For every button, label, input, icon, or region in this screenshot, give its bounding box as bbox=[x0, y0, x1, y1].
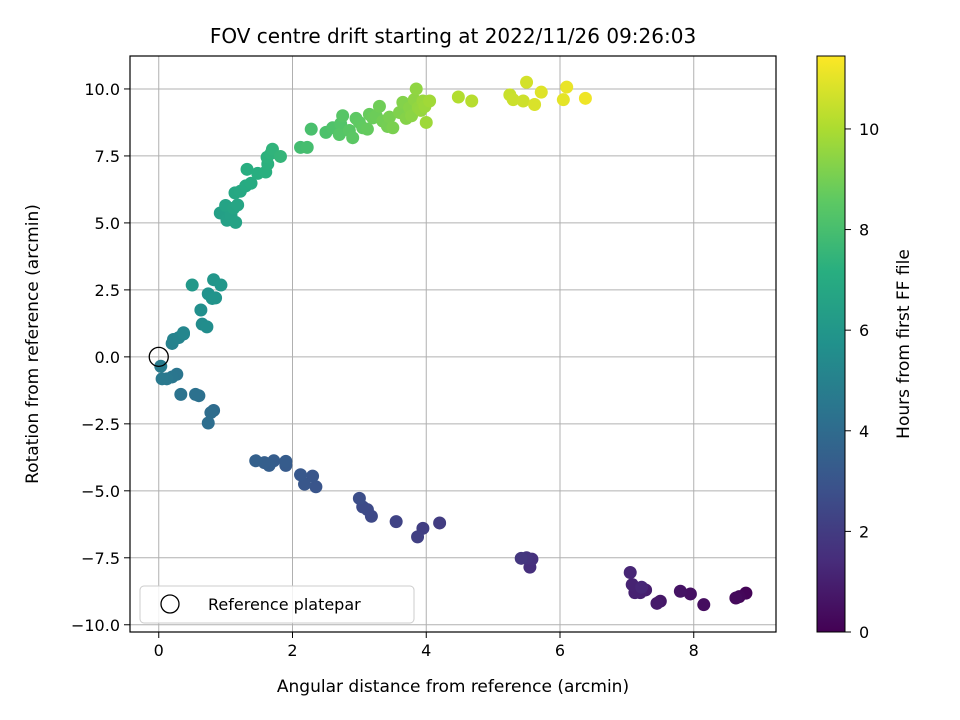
data-point bbox=[279, 454, 293, 468]
colorbar bbox=[816, 55, 846, 633]
colorbar-tick-label: 4 bbox=[859, 422, 869, 441]
data-point bbox=[372, 99, 386, 113]
data-point bbox=[423, 94, 437, 108]
data-point bbox=[560, 80, 574, 94]
y-axis-label: Rotation from reference (arcmin) bbox=[23, 204, 43, 484]
data-point bbox=[534, 85, 548, 99]
scatter-points bbox=[154, 75, 753, 612]
colorbar-tick-label: 6 bbox=[859, 321, 869, 340]
data-point bbox=[200, 320, 214, 334]
data-point bbox=[729, 591, 743, 605]
data-point bbox=[300, 140, 314, 154]
data-point bbox=[240, 162, 254, 176]
data-point bbox=[189, 387, 203, 401]
data-point bbox=[346, 131, 360, 145]
data-point bbox=[528, 97, 542, 111]
data-point bbox=[386, 121, 400, 135]
data-point bbox=[382, 110, 396, 124]
data-point bbox=[155, 372, 169, 386]
data-point bbox=[229, 215, 243, 229]
data-point bbox=[516, 94, 530, 108]
colorbar-tick-label: 8 bbox=[859, 221, 869, 240]
reference-platepar-marker bbox=[148, 346, 169, 368]
data-point bbox=[336, 109, 350, 123]
data-point bbox=[506, 93, 520, 107]
data-point bbox=[635, 580, 649, 594]
data-point bbox=[578, 91, 592, 105]
data-point bbox=[249, 454, 263, 468]
y-tick-label: 2.5 bbox=[95, 281, 120, 300]
colorbar-tick-label: 2 bbox=[859, 522, 869, 541]
data-point bbox=[176, 326, 190, 340]
data-point bbox=[174, 387, 188, 401]
data-point bbox=[673, 584, 687, 598]
data-point bbox=[465, 94, 479, 108]
colorbar-tick-label: 10 bbox=[859, 120, 879, 139]
data-point bbox=[185, 278, 199, 292]
data-point bbox=[194, 303, 208, 317]
data-point bbox=[451, 90, 465, 104]
y-tick-label: −7.5 bbox=[81, 549, 120, 568]
x-tick-label: 6 bbox=[555, 641, 565, 660]
data-point bbox=[209, 291, 223, 305]
data-point bbox=[683, 587, 697, 601]
data-point bbox=[514, 551, 528, 565]
data-point bbox=[650, 596, 664, 610]
y-tick-label: 7.5 bbox=[95, 147, 120, 166]
data-point bbox=[389, 515, 403, 529]
data-point bbox=[332, 127, 346, 141]
data-point bbox=[360, 122, 374, 136]
x-axis-label: Angular distance from reference (arcmin) bbox=[277, 677, 629, 697]
y-tick-label: 10.0 bbox=[84, 80, 120, 99]
data-point bbox=[231, 198, 245, 212]
y-tick-label: 0.0 bbox=[95, 348, 120, 367]
data-point bbox=[294, 468, 308, 482]
data-point bbox=[419, 115, 433, 129]
legend: Reference platepar bbox=[139, 585, 415, 624]
data-point bbox=[273, 149, 287, 163]
data-point bbox=[556, 93, 570, 107]
data-point bbox=[352, 491, 366, 505]
reference-marker-layer bbox=[148, 346, 169, 368]
data-point bbox=[306, 469, 320, 483]
data-point bbox=[623, 566, 637, 580]
legend-box bbox=[139, 585, 415, 624]
x-axis-ticks: 0 2 4 6 8 bbox=[154, 632, 699, 660]
data-point bbox=[204, 406, 218, 420]
colorbar-ticks: 0 2 4 6 8 10 bbox=[845, 120, 879, 642]
data-point bbox=[201, 416, 215, 430]
x-tick-label: 2 bbox=[287, 641, 297, 660]
legend-entry-reference: Reference platepar bbox=[208, 595, 361, 614]
y-tick-label: −5.0 bbox=[81, 482, 120, 501]
data-point bbox=[214, 278, 228, 292]
y-tick-label: −10.0 bbox=[71, 616, 120, 635]
grid-lines bbox=[130, 56, 776, 632]
x-tick-label: 0 bbox=[154, 641, 164, 660]
x-tick-label: 4 bbox=[421, 641, 431, 660]
colorbar-tick-label: 0 bbox=[859, 623, 869, 642]
y-tick-label: 5.0 bbox=[95, 214, 120, 233]
data-point bbox=[304, 122, 318, 136]
data-point bbox=[409, 82, 423, 96]
legend-reference-marker bbox=[160, 594, 180, 614]
data-point bbox=[309, 480, 323, 494]
plot-frame bbox=[129, 55, 777, 633]
y-tick-label: −2.5 bbox=[81, 415, 120, 434]
colorbar-label: Hours from first FF file bbox=[894, 249, 914, 439]
data-point bbox=[433, 516, 447, 530]
x-tick-label: 8 bbox=[689, 641, 699, 660]
data-point bbox=[244, 176, 258, 190]
data-point bbox=[520, 75, 534, 89]
chart-title: FOV centre drift starting at 2022/11/26 … bbox=[210, 24, 696, 48]
data-point bbox=[411, 530, 425, 544]
data-point bbox=[697, 598, 711, 612]
y-axis-ticks: 10.0 7.5 5.0 2.5 0.0 −2.5 −5.0 −7.5 −10.0 bbox=[71, 80, 130, 635]
